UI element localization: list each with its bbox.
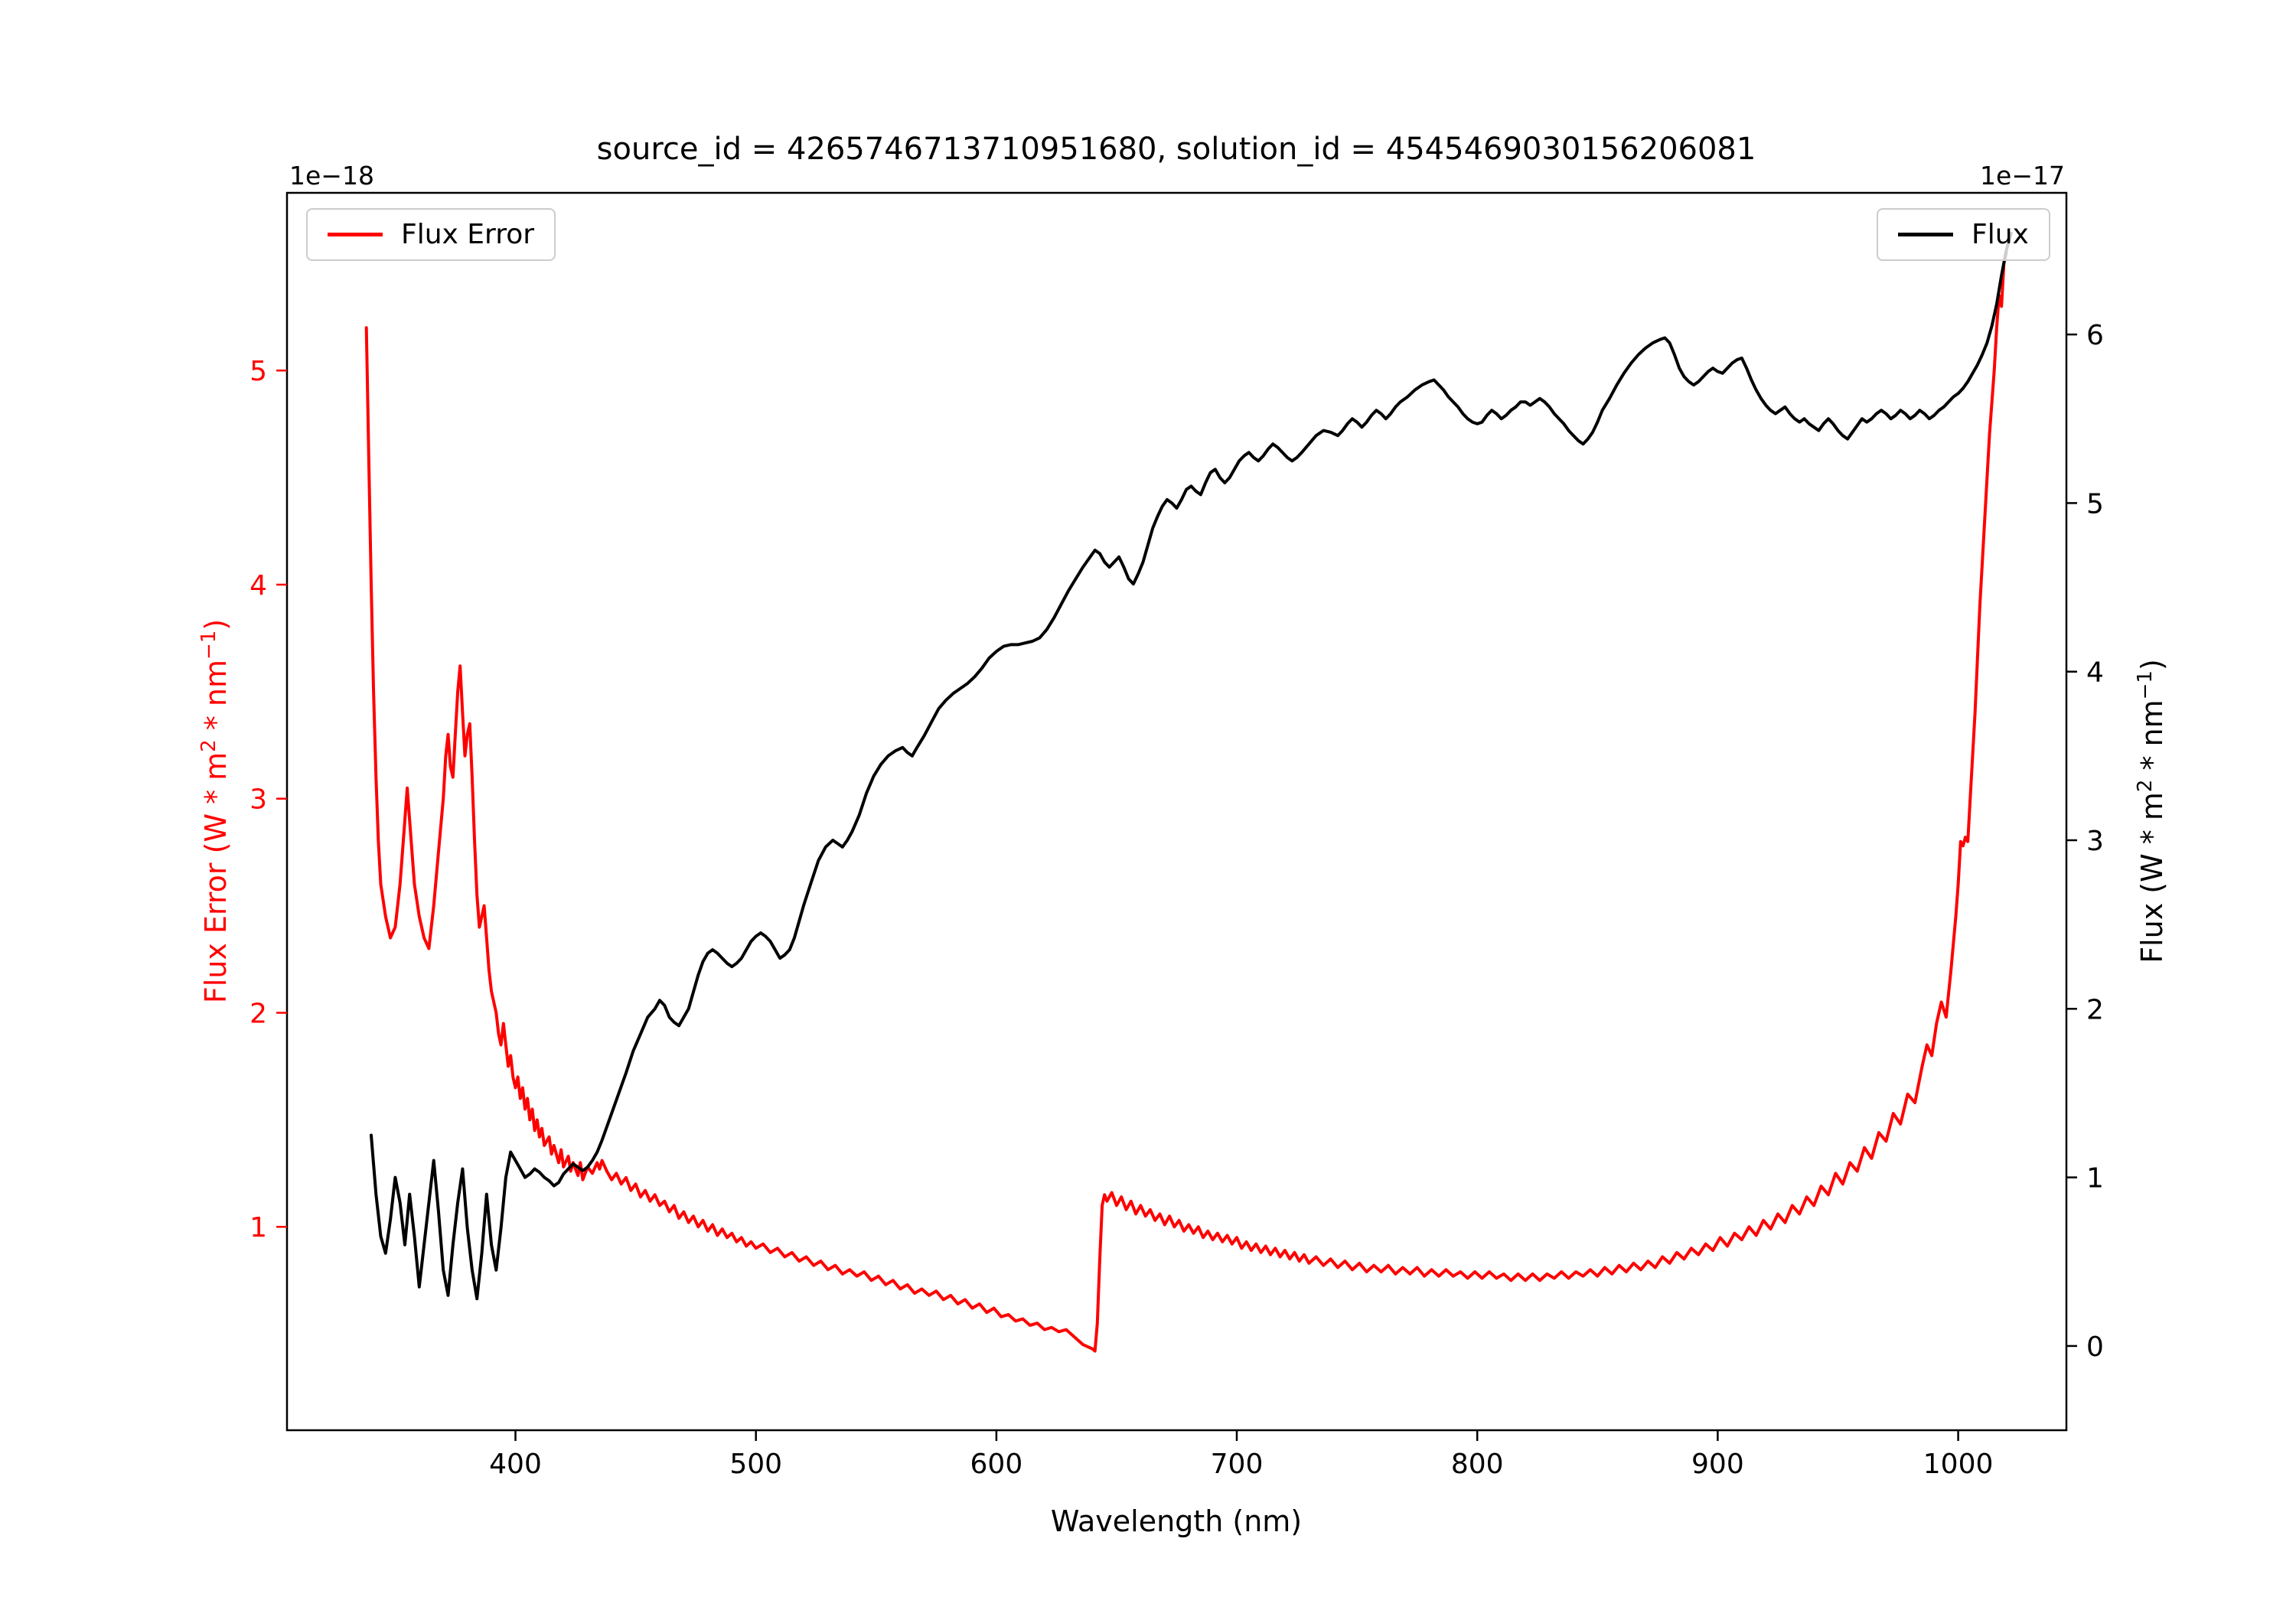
- legend-flux-label: Flux: [1971, 219, 2029, 250]
- flux-error-line: [364, 251, 2008, 1353]
- y-left-tick-label: 1: [249, 1212, 267, 1244]
- y-left-tick-label: 4: [249, 570, 267, 601]
- y-right-tick-label: 2: [2086, 994, 2104, 1025]
- x-tick-label: 600: [970, 1449, 1023, 1480]
- flux-error-legend-line-icon: [328, 233, 383, 236]
- y-left-tick-label: 3: [249, 784, 267, 816]
- y-right-tick-label: 0: [2086, 1332, 2104, 1363]
- y-right-tick-label: 1: [2086, 1163, 2104, 1195]
- y-right-tick-label: 4: [2086, 657, 2104, 689]
- x-tick-label: 400: [489, 1449, 542, 1480]
- y-left-axis-label: Flux Error (W * m2 * nm−1): [197, 618, 233, 1004]
- y-left-tick-label: 2: [249, 999, 267, 1030]
- y-right-tick-label: 3: [2086, 826, 2104, 857]
- legend-flux: Flux: [1877, 208, 2050, 261]
- legend-flux-error: Flux Error: [306, 208, 556, 261]
- plot-area: 400 500 600 700 800 900 1000 1 2 3 4 5 0 1 2 3 4 5 6: [249, 191, 2104, 1480]
- x-tick-label: 1000: [1923, 1449, 1994, 1480]
- x-tick-label: 900: [1691, 1449, 1744, 1480]
- axes-spines: [285, 191, 2068, 1432]
- x-tick-label: 800: [1451, 1449, 1504, 1480]
- y-left-tick-label: 5: [249, 356, 267, 387]
- y-right-tick-label: 6: [2086, 320, 2104, 351]
- x-tick-label: 500: [729, 1449, 782, 1480]
- y-right-axis-label: Flux (W * m2 * nm−1): [2134, 659, 2169, 963]
- y-right-offset-text: 1e−17: [1980, 161, 2065, 191]
- y-right-tick-label: 5: [2086, 488, 2104, 520]
- legend-flux-error-label: Flux Error: [401, 219, 535, 250]
- x-axis-label: Wavelength (nm): [1050, 1504, 1303, 1538]
- y-left-offset-text: 1e−18: [289, 161, 374, 191]
- flux-legend-line-icon: [1898, 233, 1953, 236]
- x-tick-label: 700: [1211, 1449, 1264, 1480]
- plot-title: source_id = 4265746713710951680, solutio…: [596, 132, 1756, 167]
- flux-line: [370, 231, 2013, 1301]
